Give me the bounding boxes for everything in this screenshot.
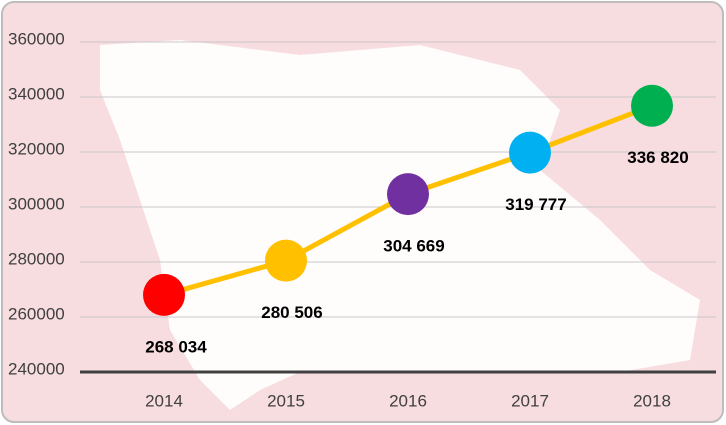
data-label: 304 669: [383, 237, 444, 256]
data-label: 336 820: [627, 148, 688, 167]
marker: [265, 239, 307, 282]
x-tick-label: 2016: [389, 391, 427, 410]
marker: [509, 131, 551, 174]
x-tick-label: 2018: [633, 391, 671, 410]
x-tick-label: 2014: [145, 391, 183, 410]
y-tick-label: 240000: [8, 359, 65, 378]
y-tick-label: 280000: [8, 249, 65, 268]
x-tick-label: 2015: [267, 391, 305, 410]
x-tick-label: 2017: [511, 391, 549, 410]
y-tick-label: 260000: [8, 304, 65, 323]
marker: [387, 173, 429, 216]
data-label: 319 777: [505, 195, 566, 214]
data-label: 268 034: [145, 337, 207, 356]
marker: [631, 84, 673, 127]
y-tick-label: 340000: [8, 84, 65, 103]
y-tick-label: 300000: [8, 194, 65, 213]
data-label: 280 506: [261, 303, 322, 322]
y-tick-label: 360000: [8, 29, 65, 48]
marker: [143, 273, 185, 316]
y-tick-label: 320000: [8, 139, 65, 158]
